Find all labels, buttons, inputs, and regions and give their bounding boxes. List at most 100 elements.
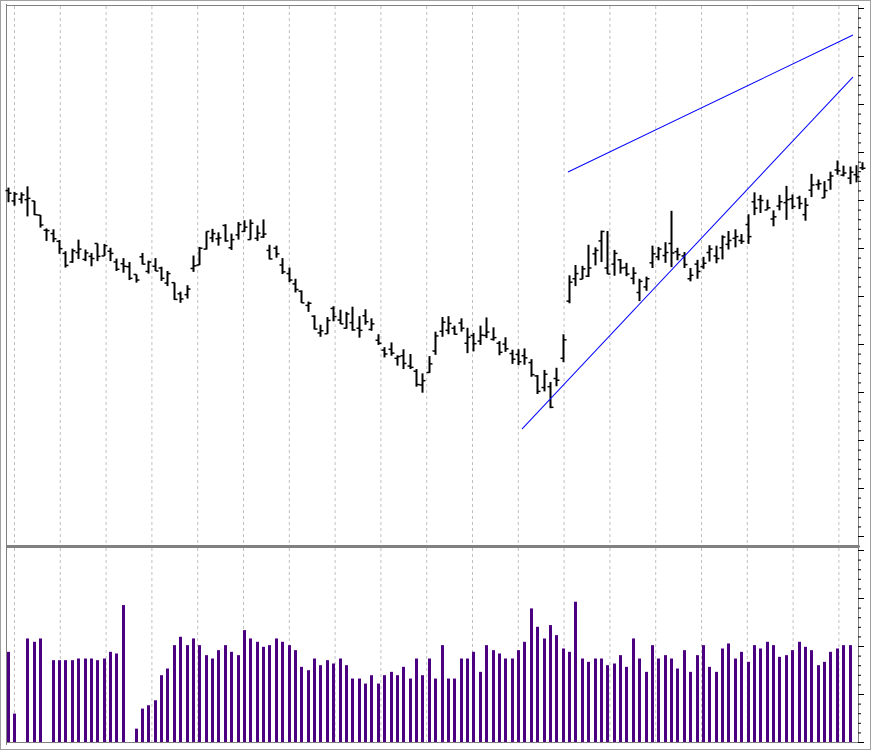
ohlc-bar xyxy=(483,317,490,339)
ohlc-bar xyxy=(432,331,439,355)
ohlc-bar xyxy=(18,192,25,204)
volume-bar xyxy=(217,650,220,742)
volume-bar xyxy=(77,658,80,742)
ohlc-bar xyxy=(356,316,363,338)
ohlc-bar xyxy=(413,369,420,387)
volume-bar xyxy=(453,678,456,742)
volume-bar xyxy=(517,650,520,742)
ohlc-bar xyxy=(643,276,650,291)
ohlc-bar xyxy=(177,291,184,303)
ohlc-bar xyxy=(827,171,834,190)
volume-bar xyxy=(345,665,348,742)
volume-bar xyxy=(396,675,399,742)
volume-bar xyxy=(211,658,214,742)
volume-bar xyxy=(587,661,590,742)
ohlc-bar xyxy=(196,246,203,266)
volume-bar xyxy=(638,658,641,742)
volume-bar xyxy=(785,655,788,742)
volume-bar xyxy=(632,638,635,742)
volume-bar xyxy=(472,651,475,742)
trendline-lower xyxy=(521,76,854,430)
volume-bar xyxy=(791,650,794,742)
ohlc-bar xyxy=(101,243,108,257)
volume-bar xyxy=(562,648,565,742)
ohlc-bar xyxy=(553,367,560,387)
ohlc-bar xyxy=(43,228,50,241)
volume-bar xyxy=(147,705,150,742)
ohlc-bar xyxy=(674,247,681,261)
ohlc-bar xyxy=(592,247,599,266)
volume-bar xyxy=(441,645,444,742)
ohlc-bar xyxy=(292,278,299,293)
ohlc-bar xyxy=(509,349,516,364)
volume-bar xyxy=(568,651,571,742)
ohlc-bar xyxy=(776,194,783,211)
ohlc-bar xyxy=(317,324,324,337)
price-layer xyxy=(5,160,866,409)
volume-bar xyxy=(370,675,373,742)
volume-bar xyxy=(339,658,342,742)
ohlc-bar xyxy=(260,219,267,238)
ohlc-bar xyxy=(343,311,350,329)
ohlc-bar xyxy=(375,334,382,345)
volume-bar xyxy=(619,655,622,742)
ohlc-bar xyxy=(783,185,790,220)
volume-bar xyxy=(90,658,93,742)
ohlc-bar xyxy=(623,262,630,277)
volume-bar xyxy=(377,683,380,742)
ohlc-bar xyxy=(687,268,694,282)
volume-bar xyxy=(511,658,514,742)
volume-bar xyxy=(734,658,737,742)
volume-bar xyxy=(670,658,673,742)
ohlc-bar xyxy=(789,194,796,210)
ohlc-bar xyxy=(821,181,828,199)
volume-bar xyxy=(71,660,74,742)
volume-bar xyxy=(683,650,686,742)
volume-bar xyxy=(804,646,807,742)
ohlc-bar xyxy=(330,306,337,322)
ohlc-bar xyxy=(700,256,707,269)
ohlc-bar xyxy=(228,233,235,250)
trendline-upper xyxy=(567,34,854,173)
ohlc-bar xyxy=(757,194,764,213)
ohlc-bar xyxy=(547,381,554,409)
ohlc-bar xyxy=(490,327,497,341)
ohlc-bar xyxy=(738,234,745,244)
volume-bar xyxy=(166,668,169,742)
volume-bar xyxy=(115,653,118,742)
ohlc-bar xyxy=(388,342,395,356)
volume-bar xyxy=(606,665,609,742)
volume-bar xyxy=(275,638,278,742)
ohlc-bar xyxy=(145,260,152,274)
volume-bar xyxy=(58,660,61,742)
volume-bar xyxy=(288,645,291,742)
ohlc-bar xyxy=(158,266,165,281)
ohlc-bar xyxy=(381,347,388,358)
grid-layer xyxy=(14,6,840,742)
volume-bar xyxy=(715,671,718,742)
ohlc-bar xyxy=(534,375,541,394)
ohlc-bar xyxy=(24,186,31,217)
ohlc-bar xyxy=(286,267,293,283)
volume-bar xyxy=(300,666,303,742)
ohlc-bar xyxy=(82,249,89,262)
volume-bar xyxy=(817,665,820,742)
volume-bar xyxy=(759,648,762,742)
ohlc-bar xyxy=(337,309,344,325)
volume-bar xyxy=(613,663,616,742)
volume-bar xyxy=(600,658,603,742)
ohlc-bar xyxy=(496,341,503,356)
ohlc-bar xyxy=(362,309,369,325)
volume-bar xyxy=(543,638,546,742)
volume-bar xyxy=(237,655,240,742)
ohlc-bar xyxy=(305,301,312,312)
ohlc-bar xyxy=(585,244,592,278)
ohlc-bar xyxy=(713,245,720,264)
volume-bar xyxy=(574,601,577,742)
volume-bar xyxy=(421,675,424,742)
ohlc-bar xyxy=(515,349,522,366)
volume-bar xyxy=(479,671,482,742)
ohlc-bar xyxy=(298,290,305,304)
volume-bar xyxy=(778,656,781,742)
